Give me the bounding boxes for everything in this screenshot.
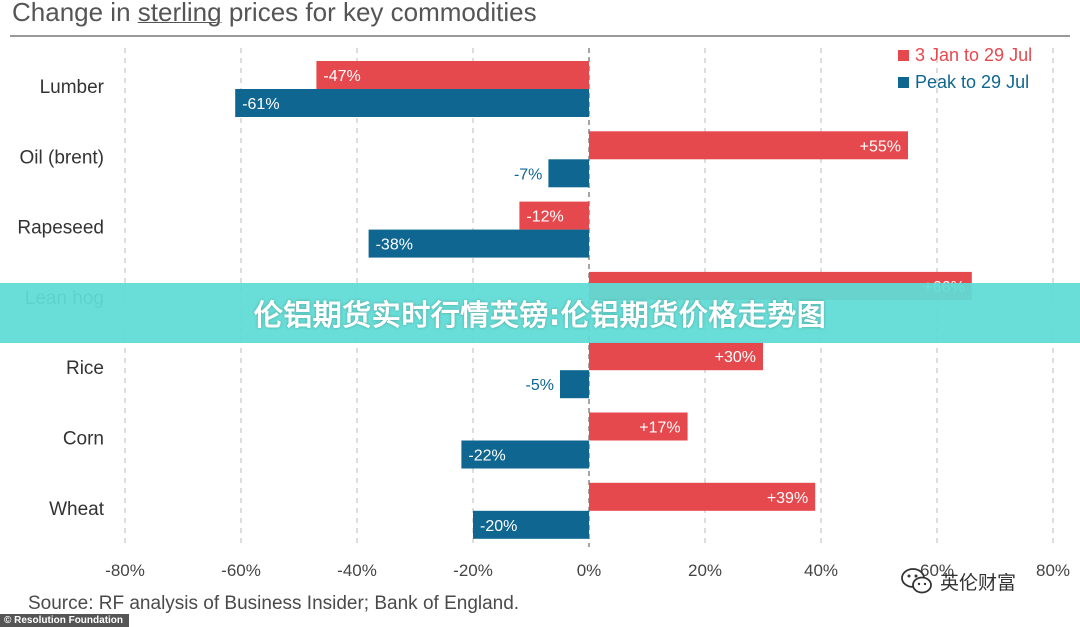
bar xyxy=(589,131,908,160)
data-label: -47% xyxy=(323,68,360,85)
category-label: Rapeseed xyxy=(17,218,104,239)
data-label: -5% xyxy=(526,377,554,394)
category-label: Corn xyxy=(63,429,104,450)
x-tick-label: 0% xyxy=(577,561,602,580)
bar xyxy=(461,440,589,469)
x-tick-label: 60% xyxy=(920,561,954,580)
x-tick-label: 40% xyxy=(804,561,838,580)
data-label: -38% xyxy=(376,237,413,254)
bar xyxy=(548,159,589,188)
x-tick-label: -40% xyxy=(337,561,377,580)
data-label: +55% xyxy=(860,138,901,155)
title-rule xyxy=(10,35,1070,37)
data-label: +30% xyxy=(715,349,756,366)
data-label: -61% xyxy=(242,96,279,113)
legend-swatch xyxy=(898,77,909,88)
source-note: Source: RF analysis of Business Insider;… xyxy=(28,593,520,614)
banner-text: 伦铝期货实时行情英镑:伦铝期货价格走势图 xyxy=(253,298,827,332)
category-label: Oil (brent) xyxy=(20,147,104,168)
title-suffix: prices for key commodities xyxy=(221,0,537,27)
data-label: +39% xyxy=(767,490,808,507)
legend-swatch xyxy=(898,50,909,61)
legend-label: 3 Jan to 29 Jul xyxy=(915,45,1032,65)
bar xyxy=(368,229,589,258)
title-underlined-word: sterling xyxy=(137,0,222,27)
x-tick-label: -60% xyxy=(221,561,261,580)
credit-badge: © Resolution Foundation xyxy=(0,614,130,627)
bar xyxy=(316,61,589,89)
x-tick-label: -20% xyxy=(453,561,493,580)
bar xyxy=(235,89,589,117)
bar xyxy=(589,342,763,371)
title-prefix: Change in xyxy=(12,0,138,27)
category-label: Rice xyxy=(66,358,104,379)
x-tick-label: 20% xyxy=(688,561,722,580)
bar xyxy=(473,510,589,539)
x-tick-label: 80% xyxy=(1036,561,1070,580)
data-label: -20% xyxy=(480,518,517,535)
category-label: Wheat xyxy=(49,499,105,520)
bar xyxy=(519,201,589,230)
chart-title: Change in sterling prices for key commod… xyxy=(12,0,537,28)
data-label: -7% xyxy=(514,166,542,183)
overlay-banner: 伦铝期货实时行情英镑:伦铝期货价格走势图 xyxy=(0,283,1080,343)
x-tick-label: -80% xyxy=(105,561,145,580)
data-label: +17% xyxy=(639,420,680,437)
bar xyxy=(589,482,816,511)
bar xyxy=(589,412,688,441)
category-label: Lumber xyxy=(40,77,105,98)
legend-label: Peak to 29 Jul xyxy=(915,72,1029,92)
watermark: 英伦财富 xyxy=(900,566,1016,596)
data-label: -22% xyxy=(468,448,505,465)
wechat-icon xyxy=(901,568,932,594)
bar xyxy=(560,370,589,399)
data-label: -12% xyxy=(526,209,563,226)
watermark-text: 英伦财富 xyxy=(940,572,1017,594)
